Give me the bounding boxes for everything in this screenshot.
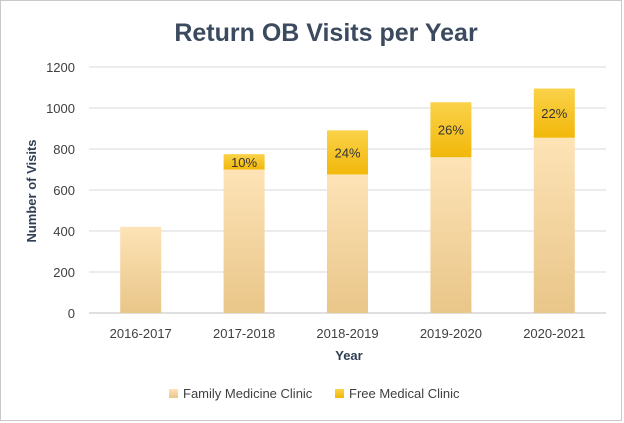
data-label: 22% xyxy=(541,106,567,121)
bar-family-medicine-4 xyxy=(533,137,575,313)
data-label: 26% xyxy=(438,123,464,138)
bar-free-medical-1 xyxy=(223,154,265,170)
data-label: 24% xyxy=(334,145,360,160)
x-axis-title: Year xyxy=(335,348,362,363)
bar-free-medical-3 xyxy=(430,102,472,158)
chart-title: Return OB Visits per Year xyxy=(174,19,478,47)
data-label: 10% xyxy=(231,155,257,170)
legend: Family Medicine Clinic Free Medical Clini… xyxy=(169,386,460,401)
x-axis-ticks: 2016-2017 2017-2018 2018-2019 2019-2020 2020… xyxy=(110,326,586,341)
x-tick-label: 2017-2018 xyxy=(213,326,275,341)
y-tick-label: 800 xyxy=(53,142,75,157)
x-tick-label: 2016-2017 xyxy=(110,326,172,341)
y-tick-label: 1000 xyxy=(46,101,75,116)
x-tick-label: 2019-2020 xyxy=(420,326,482,341)
legend-swatch xyxy=(335,389,344,398)
y-tick-label: 600 xyxy=(53,183,75,198)
y-tick-label: 400 xyxy=(53,224,75,239)
bar-free-medical-4 xyxy=(533,88,575,138)
y-axis-title: Number of Visits xyxy=(24,139,39,242)
data-labels: 10% 24% 26% 22% xyxy=(231,106,568,170)
bar-family-medicine-1 xyxy=(223,169,265,313)
y-tick-label: 0 xyxy=(68,306,75,321)
bar-family-medicine-3 xyxy=(430,157,472,313)
bar-family-medicine-2 xyxy=(327,174,368,313)
legend-label: Free Medical Clinic xyxy=(349,386,460,401)
y-tick-label: 200 xyxy=(53,265,75,280)
legend-label: Family Medicine Clinic xyxy=(183,386,313,401)
bar-family-medicine-0 xyxy=(120,226,162,313)
bar-free-medical-2 xyxy=(327,130,368,175)
x-tick-label: 2020-2021 xyxy=(523,326,585,341)
x-tick-label: 2018-2019 xyxy=(316,326,378,341)
bars xyxy=(120,88,575,313)
legend-swatch xyxy=(169,389,178,398)
y-tick-label: 1200 xyxy=(46,60,75,75)
y-axis-ticks: 0 200 400 600 800 1000 1200 xyxy=(46,60,75,321)
